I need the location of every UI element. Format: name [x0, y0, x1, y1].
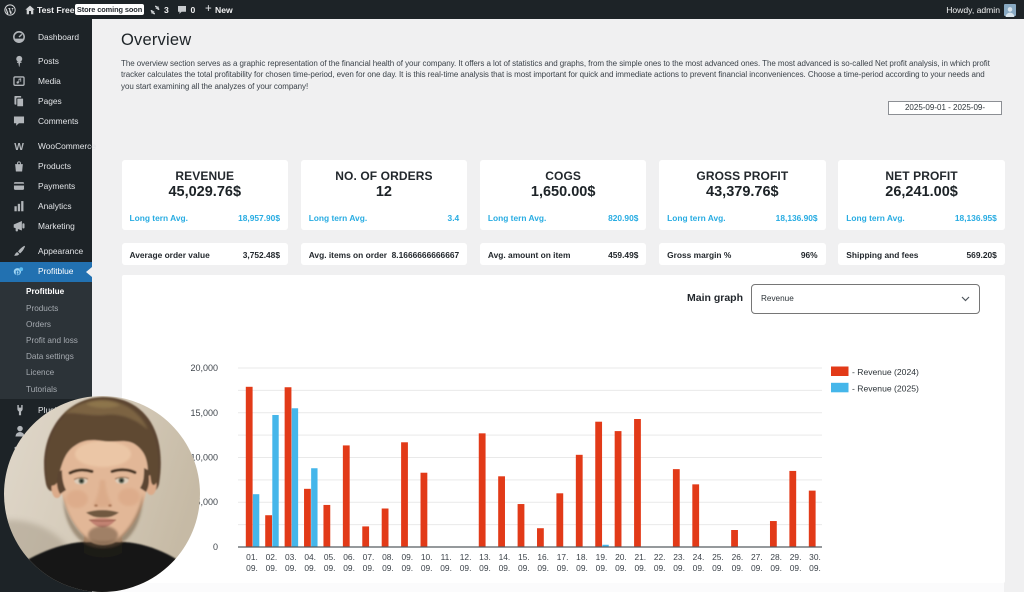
- svg-text:p: p: [15, 267, 20, 276]
- svg-text:10.: 10.: [421, 552, 433, 562]
- svg-text:02.: 02.: [266, 552, 278, 562]
- svg-text:09.: 09.: [693, 563, 705, 573]
- svg-text:04.: 04.: [304, 552, 316, 562]
- svg-text:09.: 09.: [634, 563, 646, 573]
- svg-text:09.: 09.: [440, 563, 452, 573]
- svg-text:09.: 09.: [537, 563, 549, 573]
- svg-text:14.: 14.: [499, 552, 511, 562]
- svg-text:09.: 09.: [324, 563, 336, 573]
- svg-text:09.: 09.: [596, 563, 608, 573]
- svg-text:09.: 09.: [732, 563, 744, 573]
- svg-text:W: W: [14, 142, 24, 152]
- svg-text:09.: 09.: [401, 563, 413, 573]
- svg-text:06.: 06.: [343, 552, 355, 562]
- svg-text:09.: 09.: [421, 563, 433, 573]
- svg-text:15,000: 15,000: [190, 408, 218, 418]
- svg-text:16.: 16.: [537, 552, 549, 562]
- svg-text:30.: 30.: [809, 552, 821, 562]
- svg-text:22.: 22.: [654, 552, 666, 562]
- svg-text:09.: 09.: [285, 563, 297, 573]
- svg-text:09.: 09.: [557, 563, 569, 573]
- svg-text:27.: 27.: [751, 552, 763, 562]
- svg-text:09.: 09.: [266, 563, 278, 573]
- svg-text:09.: 09.: [712, 563, 724, 573]
- svg-text:26.: 26.: [732, 552, 744, 562]
- svg-text:09.: 09.: [363, 563, 375, 573]
- svg-text:09.: 09.: [518, 563, 530, 573]
- svg-text:17.: 17.: [557, 552, 569, 562]
- svg-text:09.: 09.: [576, 563, 588, 573]
- svg-text:09.: 09.: [615, 563, 627, 573]
- svg-text:18.: 18.: [576, 552, 588, 562]
- svg-text:- Revenue (2025): - Revenue (2025): [852, 383, 919, 393]
- svg-text:05.: 05.: [324, 552, 336, 562]
- svg-text:19.: 19.: [596, 552, 608, 562]
- svg-text:09.: 09.: [460, 563, 472, 573]
- svg-text:08.: 08.: [382, 552, 394, 562]
- svg-text:13.: 13.: [479, 552, 491, 562]
- svg-text:09.: 09.: [499, 563, 511, 573]
- svg-text:09.: 09.: [382, 563, 394, 573]
- svg-text:03.: 03.: [285, 552, 297, 562]
- svg-text:09.: 09.: [809, 563, 821, 573]
- svg-text:23.: 23.: [673, 552, 685, 562]
- svg-text:28.: 28.: [770, 552, 782, 562]
- svg-text:15.: 15.: [518, 552, 530, 562]
- svg-text:09.: 09.: [343, 563, 355, 573]
- svg-text:09.: 09.: [751, 563, 763, 573]
- svg-text:25.: 25.: [712, 552, 724, 562]
- svg-text:09.: 09.: [304, 563, 316, 573]
- svg-text:01.: 01.: [246, 552, 258, 562]
- svg-text:29.: 29.: [790, 552, 802, 562]
- svg-text:20.: 20.: [615, 552, 627, 562]
- svg-text:09.: 09.: [401, 552, 413, 562]
- svg-text:5,000: 5,000: [195, 497, 218, 507]
- svg-text:07.: 07.: [363, 552, 375, 562]
- svg-text:0: 0: [213, 542, 218, 552]
- svg-text:20,000: 20,000: [190, 363, 218, 373]
- svg-text:09.: 09.: [479, 563, 491, 573]
- svg-text:12.: 12.: [460, 552, 472, 562]
- svg-text:09.: 09.: [654, 563, 666, 573]
- svg-text:09.: 09.: [790, 563, 802, 573]
- svg-text:09.: 09.: [673, 563, 685, 573]
- svg-text:11.: 11.: [441, 552, 452, 562]
- svg-text:24.: 24.: [693, 552, 705, 562]
- svg-text:09.: 09.: [246, 563, 258, 573]
- svg-text:21.: 21.: [634, 552, 646, 562]
- svg-text:- Revenue (2024): - Revenue (2024): [852, 367, 919, 377]
- svg-text:10,000: 10,000: [190, 453, 218, 463]
- svg-text:09.: 09.: [770, 563, 782, 573]
